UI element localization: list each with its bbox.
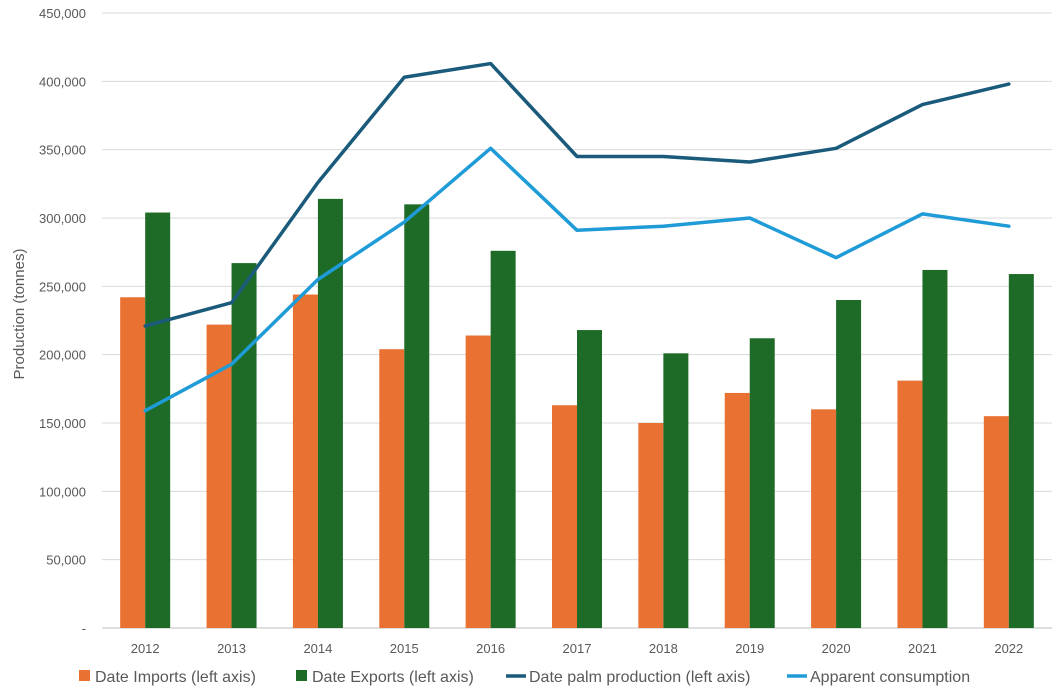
legend-label: Date Imports (left axis) [95,669,256,686]
bar-exports [490,250,516,629]
legend-label: Date Exports (left axis) [312,669,474,686]
bar-imports [811,409,837,628]
bar-exports [922,269,948,628]
y-tick-label: 450,000 [39,6,86,21]
x-tick-label: 2018 [649,641,678,656]
x-tick-label: 2022 [994,641,1023,656]
y-tick-label: 300,000 [39,211,86,226]
bar-imports [638,423,664,628]
bar-imports [379,349,405,628]
bar-exports [145,212,171,629]
x-tick-label: 2019 [735,641,764,656]
y-axis-title: Production (tonnes) [11,249,28,380]
bar-exports [836,300,862,628]
series-line-production [143,61,1011,328]
bar-imports [552,405,577,628]
bar-imports [724,392,750,628]
bar-imports [120,297,146,628]
y-tick-label: 200,000 [39,348,86,363]
x-axis-ticks: 2012 2013 2014 2015 2016 2017 2018 2019 2020 2021… [131,641,1024,656]
x-tick-label: 2015 [390,641,419,656]
legend-label: Date palm production (left axis) [529,669,750,686]
y-tick-label: 50,000 [46,553,86,568]
bar-imports [983,416,1009,628]
bar-imports [897,380,923,628]
y-tick-label: 150,000 [39,416,86,431]
bar-exports [577,330,602,628]
bar-exports [317,198,343,628]
x-tick-label: 2017 [563,641,592,656]
x-tick-label: 2020 [822,641,851,656]
x-tick-label: 2016 [476,641,505,656]
bar-imports [292,294,318,628]
legend: Date Imports (left axis) Date Exports (le… [79,669,970,686]
bar-exports [1008,274,1034,628]
x-tick-label: 2014 [303,641,332,656]
bar-exports [231,263,257,628]
series-line-consumption [143,146,1011,413]
bar-exports [404,204,430,629]
y-axis-ticks: - 50,000 100,000 150,000 200,000 250,000 300,0… [39,6,86,636]
legend-swatch [296,670,307,681]
y-tick-label: 100,000 [39,484,86,499]
x-tick-label: 2012 [131,641,160,656]
legend-label: Apparent consumption [810,669,970,686]
y-tick-label: - [82,621,86,636]
bar-exports [749,338,775,628]
y-tick-label: 400,000 [39,74,86,89]
y-tick-label: 350,000 [39,143,86,158]
y-tick-label: 250,000 [39,279,86,294]
bar-imports [465,335,491,628]
legend-swatch [79,670,90,681]
x-tick-label: 2013 [217,641,246,656]
x-tick-label: 2021 [908,641,937,656]
bars [120,198,1034,629]
bar-exports [663,353,689,628]
lines [143,61,1011,413]
